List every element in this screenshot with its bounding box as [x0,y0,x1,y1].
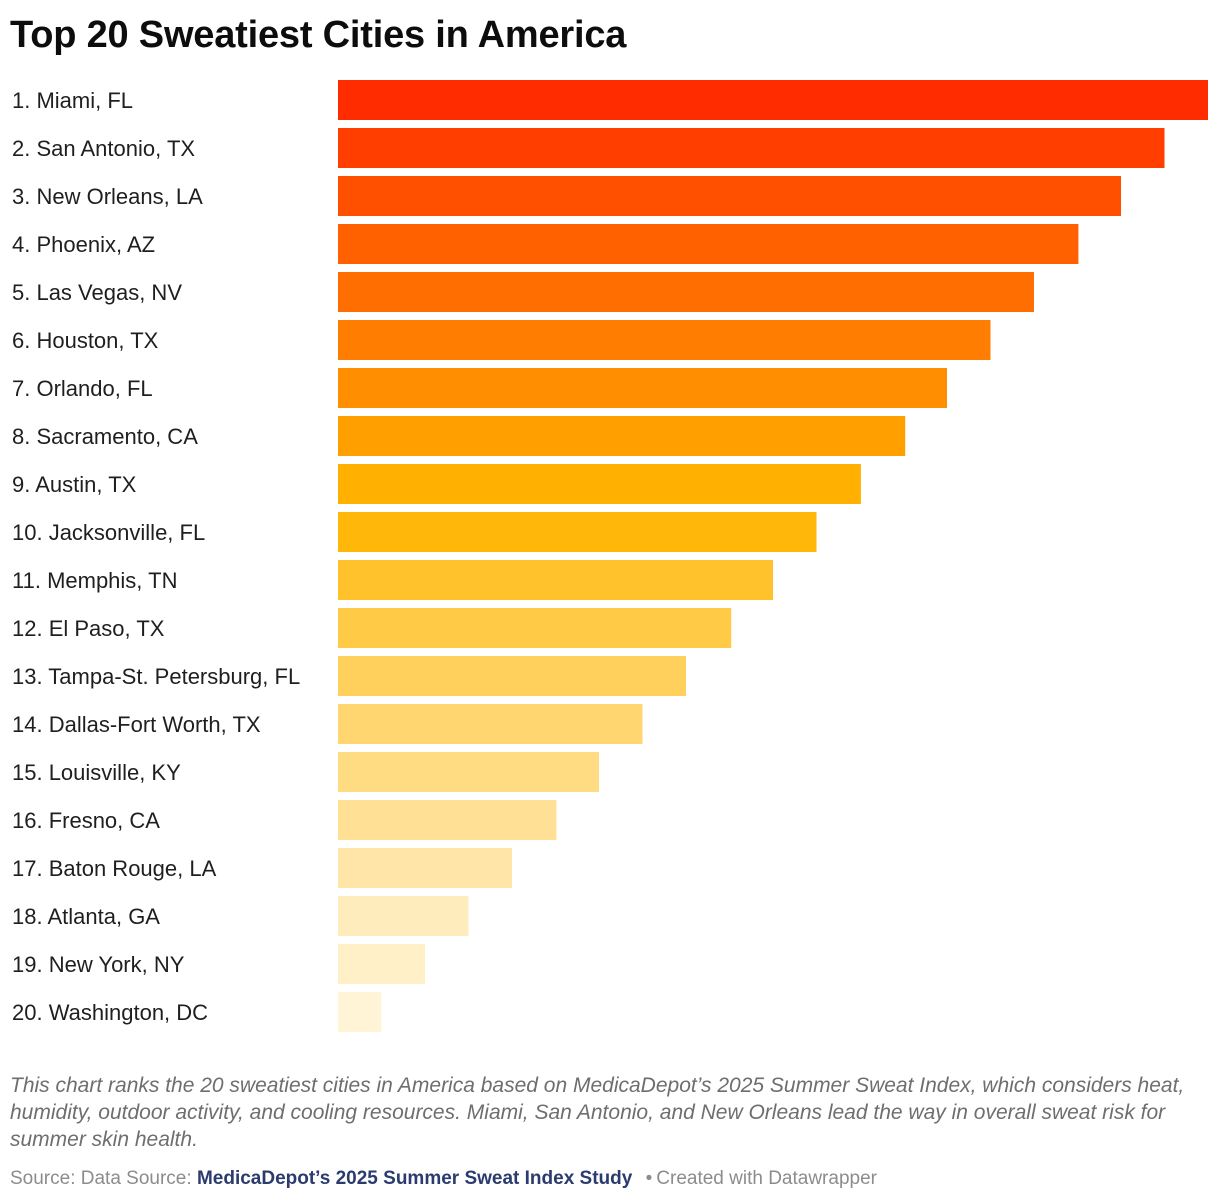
chart-footer: Source: Data Source: MedicaDepot’s 2025 … [10,1166,877,1192]
bar[interactable] [338,176,1121,216]
category-label: 15. Louisville, KY [12,760,181,785]
bar[interactable] [338,224,1079,264]
bar[interactable] [338,464,861,504]
category-label: 10. Jacksonville, FL [12,520,205,545]
category-label: 9. Austin, TX [12,472,137,497]
category-label: 5. Las Vegas, NV [12,280,182,305]
bar[interactable] [338,992,382,1032]
bar[interactable] [338,896,469,936]
bar[interactable] [338,944,425,984]
bar[interactable] [338,752,599,792]
bar[interactable] [338,416,906,456]
category-label: 2. San Antonio, TX [12,136,195,161]
category-label: 1. Miami, FL [12,88,133,113]
category-label: 18. Atlanta, GA [12,904,160,929]
source-link[interactable]: MedicaDepot’s 2025 Summer Sweat Index St… [196,1168,633,1189]
bar-chart: 1. Miami, FL 2. San Antonio, TX 3. New Orl… [12,80,1208,1032]
category-label: 17. Baton Rouge, LA [12,856,217,881]
category-label: 16. Fresno, CA [12,808,160,833]
bar[interactable] [338,848,512,888]
datawrapper-credit: Created with Datawrapper [656,1168,877,1189]
category-label: 6. Houston, TX [12,328,159,353]
bar[interactable] [338,608,732,648]
category-label: 4. Phoenix, AZ [12,232,155,257]
category-label: 3. New Orleans, LA [12,184,203,209]
bar[interactable] [338,704,643,744]
bar[interactable] [338,320,991,360]
bar[interactable] [338,128,1165,168]
source-prefix: Source: Data Source: [10,1168,192,1189]
category-label: 14. Dallas-Fort Worth, TX [12,712,261,737]
category-label: 13. Tampa-St. Petersburg, FL [12,664,300,689]
bar[interactable] [338,80,1208,120]
category-label: 8. Sacramento, CA [12,424,198,449]
chart-title: Top 20 Sweatiest Cities in America [10,14,627,56]
category-label: 7. Orlando, FL [12,376,153,401]
category-label: 11. Memphis, TN [12,568,177,593]
bar[interactable] [338,272,1034,312]
footer-separator: • [645,1168,653,1189]
bar[interactable] [338,368,947,408]
category-label: 19. New York, NY [12,952,185,977]
chart-caption: This chart ranks the 20 sweatiest cities… [10,1074,1185,1151]
bar[interactable] [338,656,686,696]
bar[interactable] [338,800,557,840]
bar[interactable] [338,512,817,552]
category-label: 20. Washington, DC [12,1000,208,1025]
bar[interactable] [338,560,773,600]
category-label: 12. El Paso, TX [12,616,165,641]
